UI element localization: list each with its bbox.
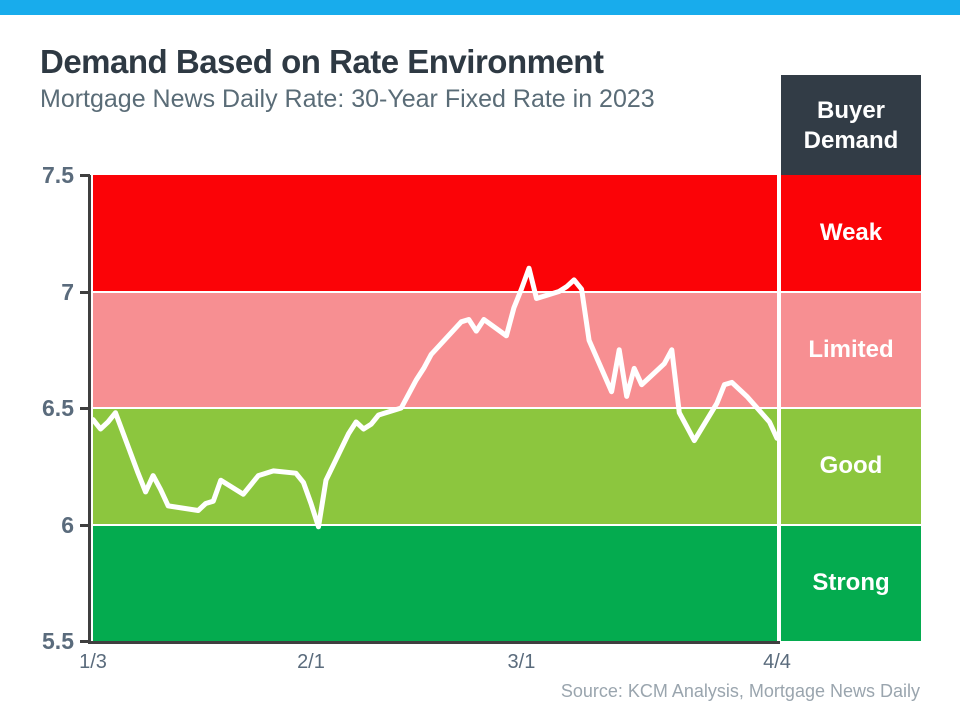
x-tick-label: 2/1: [297, 651, 325, 673]
band-separator: [93, 407, 777, 409]
y-tick: [80, 640, 90, 643]
y-tick-label: 6.5: [42, 395, 74, 421]
legend-item-good: Good: [781, 408, 921, 525]
legend-item-weak: Weak: [781, 175, 921, 292]
buyer-demand-legend: Buyer Demand Weak Limited Good Strong: [781, 0, 921, 720]
x-tick-label: 1/3: [79, 651, 107, 673]
y-tick: [80, 523, 90, 527]
rate-polyline: [93, 265, 777, 530]
band-separator: [93, 523, 777, 526]
x-axis-line: [88, 641, 780, 644]
y-tick-label: 7.5: [42, 162, 74, 188]
y-axis-line: [88, 175, 91, 644]
legend-item-label: Good: [819, 452, 883, 480]
top-accent-bar: [0, 0, 960, 15]
legend-separator: [781, 407, 921, 409]
y-tick-label: 5.5: [42, 628, 74, 654]
legend-item-label: Limited: [808, 335, 894, 363]
page-subtitle: Mortgage News Daily Rate: 30-Year Fixed …: [40, 85, 655, 113]
x-tick-label: 3/1: [507, 651, 536, 673]
band-strong: [93, 524, 777, 641]
page-title: Demand Based on Rate Environment: [40, 43, 604, 80]
y-tick-label: 7: [61, 278, 74, 305]
x-tick-label: 4/4: [763, 651, 791, 673]
legend-item-strong: Strong: [781, 524, 921, 641]
legend-header: Buyer Demand: [781, 75, 921, 176]
y-tick: [80, 290, 90, 294]
legend-item-limited: Limited: [781, 291, 921, 408]
band-separator: [93, 290, 777, 293]
legend-separator: [781, 523, 921, 526]
legend-item-label: Weak: [819, 219, 883, 247]
legend-separator: [781, 290, 921, 293]
y-tick-label: 6: [61, 511, 74, 538]
legend-item-label: Strong: [812, 568, 890, 596]
band-weak: [93, 175, 777, 292]
y-tick: [80, 407, 90, 410]
source-attribution: Source: KCM Analysis, Mortgage News Dail…: [560, 681, 920, 701]
plot-area: [93, 175, 777, 641]
rate-line: [93, 265, 777, 530]
y-tick: [80, 174, 90, 177]
